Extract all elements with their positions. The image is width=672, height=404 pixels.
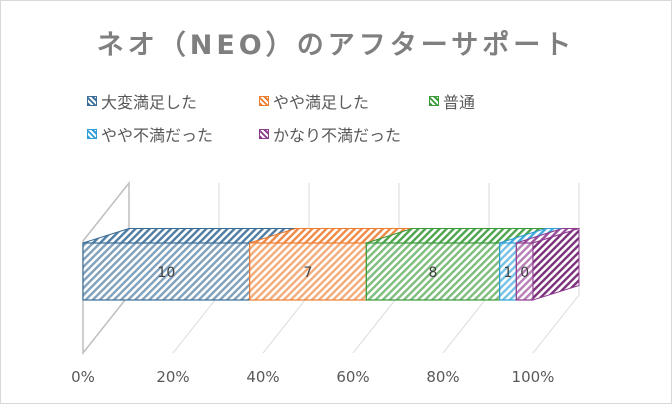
floor-gridline	[352, 294, 400, 354]
legend-label: やや満足した	[273, 93, 370, 112]
floor-gridline	[442, 294, 490, 354]
floor-gridline	[172, 294, 220, 354]
legend-swatch	[87, 96, 97, 106]
legend-swatch	[87, 129, 97, 139]
x-tick-label: 60%	[336, 368, 369, 386]
legend-item-neutral: 普通	[429, 89, 475, 113]
bar-front	[365, 242, 501, 301]
chart-title: ネオ（NEO）のアフターサポート	[96, 30, 576, 61]
bar-segment	[515, 227, 580, 301]
bar-segment	[82, 228, 296, 301]
legend-item-very-dissatisfied: かなり不満だった	[259, 122, 401, 146]
legend-label: 普通	[443, 93, 476, 112]
data-label: 0	[520, 265, 529, 281]
legend-label: やや不満だった	[101, 126, 214, 145]
bar-front	[82, 242, 251, 301]
legend-swatch	[259, 96, 269, 106]
bar-front	[249, 242, 367, 301]
floor-gridline	[262, 294, 310, 354]
bar-side	[532, 227, 580, 301]
legend-swatch	[259, 129, 269, 139]
data-label: 8	[429, 265, 438, 281]
legend-item-somewhat-satisfied: やや満足した	[259, 89, 369, 113]
legend-label: かなり不満だった	[273, 126, 402, 145]
data-label: 1	[504, 265, 513, 281]
x-tick-label: 80%	[426, 368, 459, 386]
x-tick-label: 0%	[71, 368, 95, 386]
legend-label: 大変満足した	[101, 93, 198, 112]
x-tick-label: 20%	[156, 368, 189, 386]
x-tick-label: 40%	[246, 368, 279, 386]
floor-gridline	[532, 294, 580, 354]
legend-item-very-satisfied: 大変満足した	[87, 89, 197, 113]
legend-swatch	[429, 96, 439, 106]
x-tick-label: 100%	[512, 368, 555, 386]
data-label: 7	[304, 265, 313, 281]
data-label: 10	[157, 265, 175, 281]
legend-item-somewhat-dissatisfied: やや不満だった	[87, 122, 213, 146]
